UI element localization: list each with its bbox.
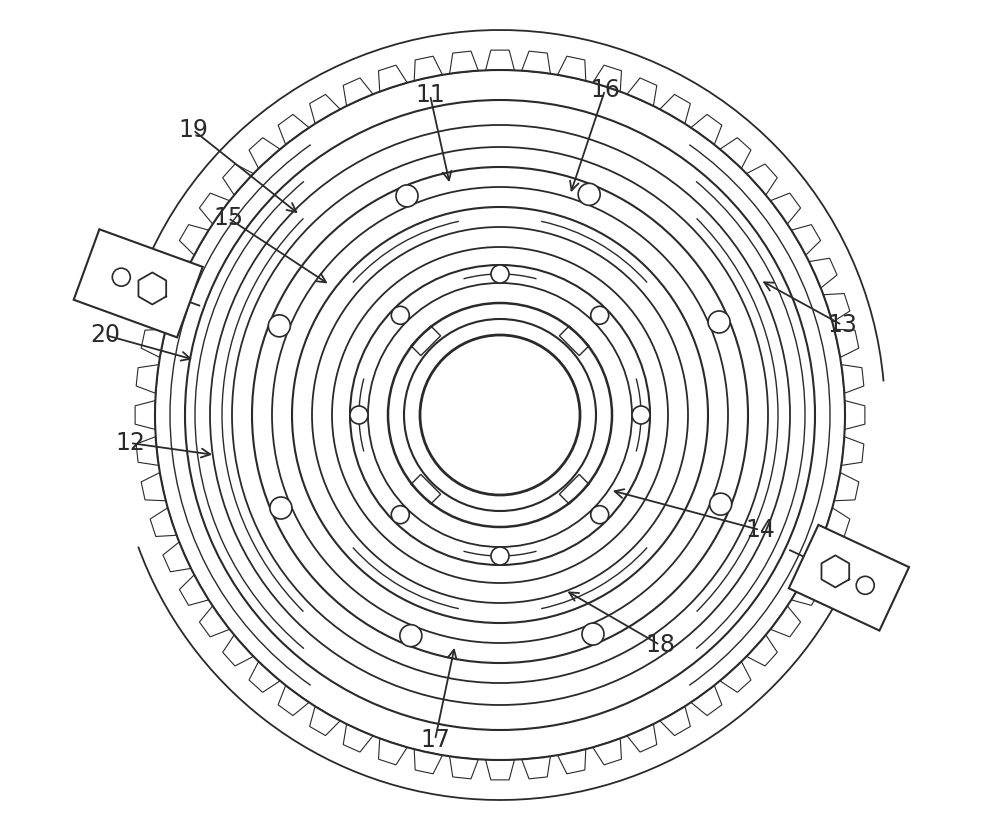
Circle shape	[708, 311, 730, 333]
Circle shape	[270, 497, 292, 519]
Text: 16: 16	[590, 78, 620, 102]
Text: 20: 20	[90, 323, 120, 347]
Text: 18: 18	[645, 633, 675, 657]
Circle shape	[268, 315, 290, 337]
Circle shape	[391, 307, 409, 324]
Text: 12: 12	[115, 431, 145, 455]
Circle shape	[400, 625, 422, 647]
Text: 11: 11	[415, 83, 445, 107]
Circle shape	[396, 185, 418, 207]
Circle shape	[710, 493, 732, 515]
Circle shape	[491, 265, 509, 283]
Text: 15: 15	[213, 206, 243, 230]
Circle shape	[591, 307, 609, 324]
Polygon shape	[789, 525, 909, 631]
Text: 13: 13	[827, 313, 857, 337]
Polygon shape	[74, 229, 203, 337]
Circle shape	[582, 623, 604, 645]
Circle shape	[391, 506, 409, 524]
Circle shape	[491, 547, 509, 565]
Circle shape	[578, 184, 600, 205]
Circle shape	[350, 406, 368, 424]
Text: 19: 19	[178, 118, 208, 142]
Circle shape	[591, 506, 609, 524]
Text: 17: 17	[420, 728, 450, 752]
Circle shape	[632, 406, 650, 424]
Text: 14: 14	[745, 518, 775, 542]
